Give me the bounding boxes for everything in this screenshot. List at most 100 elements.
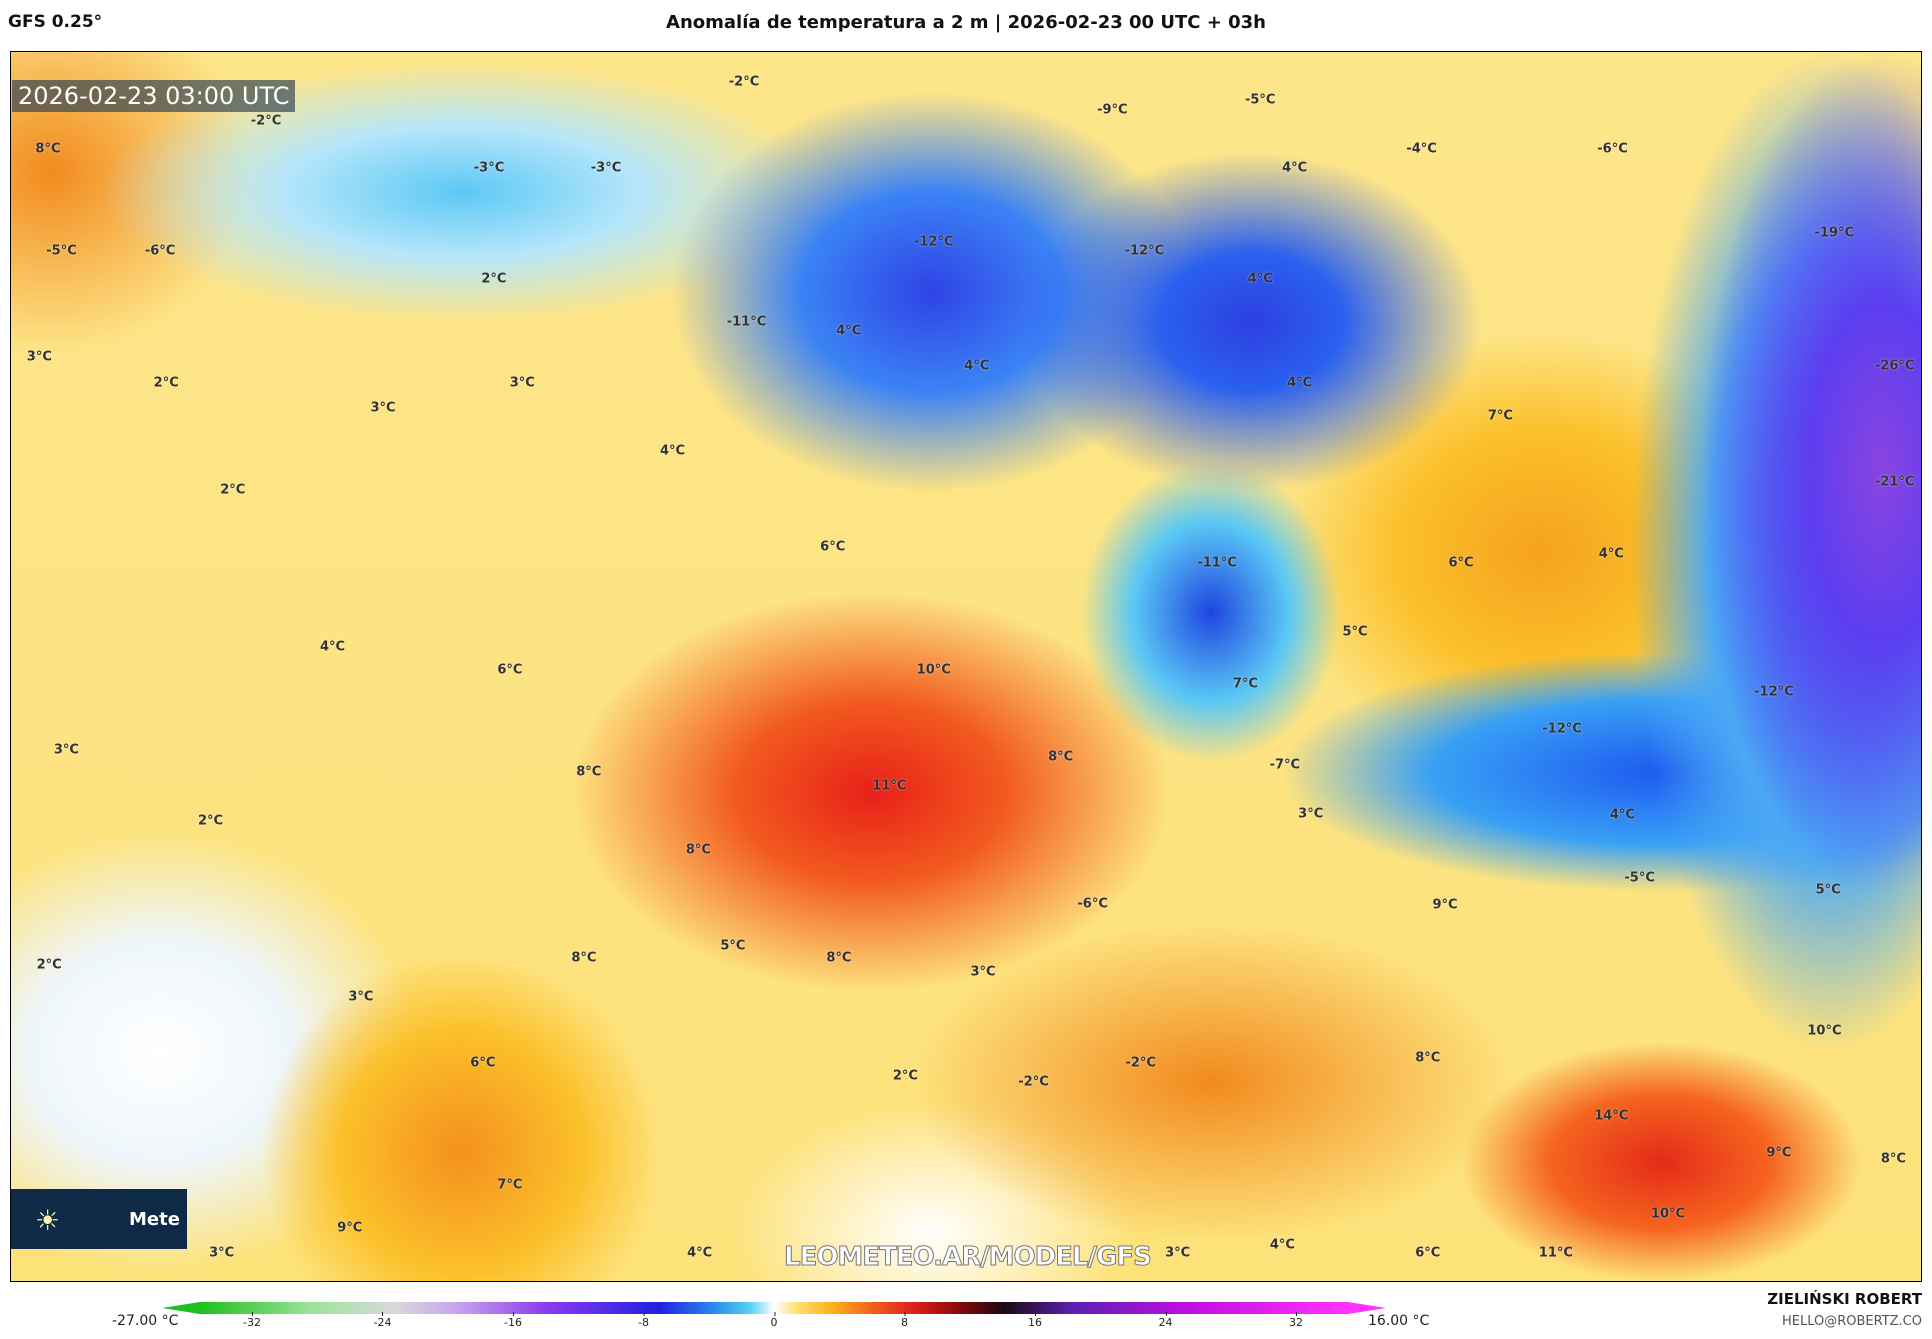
temperature-label: 4°C — [1287, 375, 1313, 391]
watermark: LEOMETEO.AR/MODEL/GFS — [784, 1242, 1153, 1273]
temperature-label: 5°C — [720, 938, 746, 954]
temperature-label: 6°C — [820, 539, 846, 555]
temperature-label: 2°C — [198, 813, 224, 829]
temperature-label: 9°C — [1432, 897, 1458, 913]
temperature-label: -19°C — [1814, 225, 1855, 241]
temperature-label: -3°C — [590, 160, 622, 176]
temperature-label: 2°C — [36, 957, 62, 973]
temperature-label: 6°C — [470, 1055, 496, 1071]
temperature-label: 3°C — [970, 964, 996, 980]
temperature-label: 8°C — [1048, 749, 1074, 765]
temperature-label: -2°C — [1018, 1074, 1049, 1090]
temperature-label: 4°C — [1282, 160, 1308, 176]
temperature-label: 3°C — [348, 989, 374, 1005]
temperature-label: -6°C — [144, 243, 176, 259]
temperature-label: 4°C — [964, 358, 990, 374]
max-value-label: 16.00 °C — [1368, 1313, 1430, 1329]
colorbar-tick: -16 — [504, 1312, 522, 1329]
temperature-label: -9°C — [1097, 102, 1128, 118]
temperature-label: -3°C — [473, 160, 505, 176]
temperature-label: 2°C — [892, 1068, 918, 1084]
valid-time-stamp: 2026-02-23 03:00 UTC — [12, 80, 296, 112]
temperature-label: 2°C — [481, 271, 507, 286]
temperature-label: 3°C — [26, 349, 52, 365]
temperature-label: 6°C — [1415, 1245, 1441, 1261]
temperature-label: -11°C — [1197, 555, 1237, 571]
temperature-label: 8°C — [35, 141, 61, 157]
temperature-label: 5°C — [1342, 624, 1368, 640]
colorbar-tick: 16 — [1028, 1312, 1042, 1329]
temperature-label: -4°C — [1406, 141, 1437, 157]
temperature-label: 2°C — [153, 375, 179, 391]
temperature-label: 7°C — [1487, 408, 1513, 424]
temperature-label: -12°C — [913, 234, 954, 250]
temperature-label: -6°C — [1597, 141, 1628, 157]
temperature-label: 10°C — [1650, 1206, 1686, 1222]
temperature-label: 8°C — [576, 764, 602, 780]
temperature-label: -2°C — [1125, 1055, 1156, 1071]
temperature-label: 4°C — [1269, 1237, 1295, 1253]
temperature-label: 7°C — [497, 1177, 523, 1193]
colorbar-tick: 32 — [1289, 1312, 1303, 1329]
temperature-label: 9°C — [337, 1220, 363, 1236]
temperature-label: 2°C — [220, 482, 246, 498]
temperature-label: -21°C — [1874, 474, 1915, 490]
model-label: GFS 0.25° — [8, 12, 103, 32]
temperature-label: -12°C — [1754, 684, 1794, 700]
colorbar-tick: -24 — [373, 1312, 392, 1329]
temperature-label: -11°C — [726, 314, 767, 330]
temperature-label: -5°C — [1624, 870, 1655, 886]
temperature-label: 3°C — [1298, 806, 1324, 822]
chart-title: Anomalía de temperatura a 2 m | 2026-02-… — [666, 12, 1266, 33]
colorbar-tick: 24 — [1158, 1312, 1173, 1329]
temperature-label: 6°C — [1448, 555, 1474, 571]
temperature-label: 7°C — [1232, 676, 1258, 691]
min-value-label: -27.00 °C — [112, 1313, 179, 1329]
sun-icon: ☀ — [35, 1204, 61, 1237]
temperature-label: 10°C — [1807, 1023, 1842, 1039]
colorbar-tick: 8 — [901, 1312, 908, 1329]
temperature-label: 10°C — [916, 662, 951, 678]
temperature-label: -7°C — [1269, 757, 1301, 773]
temperature-label: 8°C — [685, 842, 711, 858]
temperature-label: 3°C — [1165, 1245, 1191, 1261]
temperature-label: 9°C — [1766, 1145, 1792, 1160]
temperature-label: 8°C — [571, 950, 597, 966]
temperature-label: 8°C — [826, 950, 852, 966]
temperature-label: 8°C — [1415, 1050, 1441, 1066]
temperature-label: -5°C — [1244, 92, 1276, 108]
meteo-logo[interactable]: ☀ Meteo — [11, 1189, 187, 1249]
temperature-label: 14°C — [1594, 1108, 1629, 1124]
temperature-label: 3°C — [509, 375, 535, 391]
temperature-label: -2°C — [250, 113, 282, 129]
colorbar-tick: -32 — [243, 1312, 261, 1329]
temperature-label: 4°C — [1247, 271, 1273, 286]
temperature-label: -12°C — [1124, 243, 1165, 259]
temperature-label: 4°C — [836, 323, 862, 339]
temperature-label: 4°C — [660, 443, 686, 459]
temperature-label: -2°C — [728, 74, 760, 90]
logo-text: Meteo — [129, 1209, 179, 1230]
temperature-anomaly-map[interactable]: -2°C -2°C 8°C -3°C -3°C -5°C -9°C -4°C -6°C 4°C -1… — [10, 51, 1922, 1282]
temperature-label: 8°C — [1880, 1151, 1906, 1167]
temperature-label: 4°C — [687, 1245, 713, 1261]
temperature-label: 4°C — [1598, 546, 1624, 562]
temperature-label: 3°C — [53, 742, 79, 758]
temperature-label: 4°C — [319, 639, 346, 655]
temperature-label: -12°C — [1542, 721, 1582, 737]
colorbar-tick: -8 — [638, 1312, 649, 1329]
temperature-label: 11°C — [1538, 1245, 1573, 1261]
author-credit: ZIELIŃSKI ROBERT — [1767, 1290, 1922, 1308]
temperature-label: 4°C — [1609, 807, 1635, 823]
colorbar-tick: 0 — [770, 1312, 778, 1329]
temperature-label: -26°C — [1874, 358, 1915, 374]
temperature-label: 6°C — [497, 662, 523, 678]
temperature-label: -6°C — [1077, 896, 1108, 912]
colorbar — [162, 1302, 1386, 1314]
temperature-label: 5°C — [1815, 882, 1841, 898]
temperature-label: 3°C — [370, 400, 396, 416]
temperature-label: -5°C — [46, 243, 77, 259]
temperature-label: 11°C — [872, 778, 907, 794]
temperature-label: 3°C — [209, 1245, 235, 1261]
author-email: HELLO@ROBERTZ.CO — [1781, 1314, 1922, 1329]
